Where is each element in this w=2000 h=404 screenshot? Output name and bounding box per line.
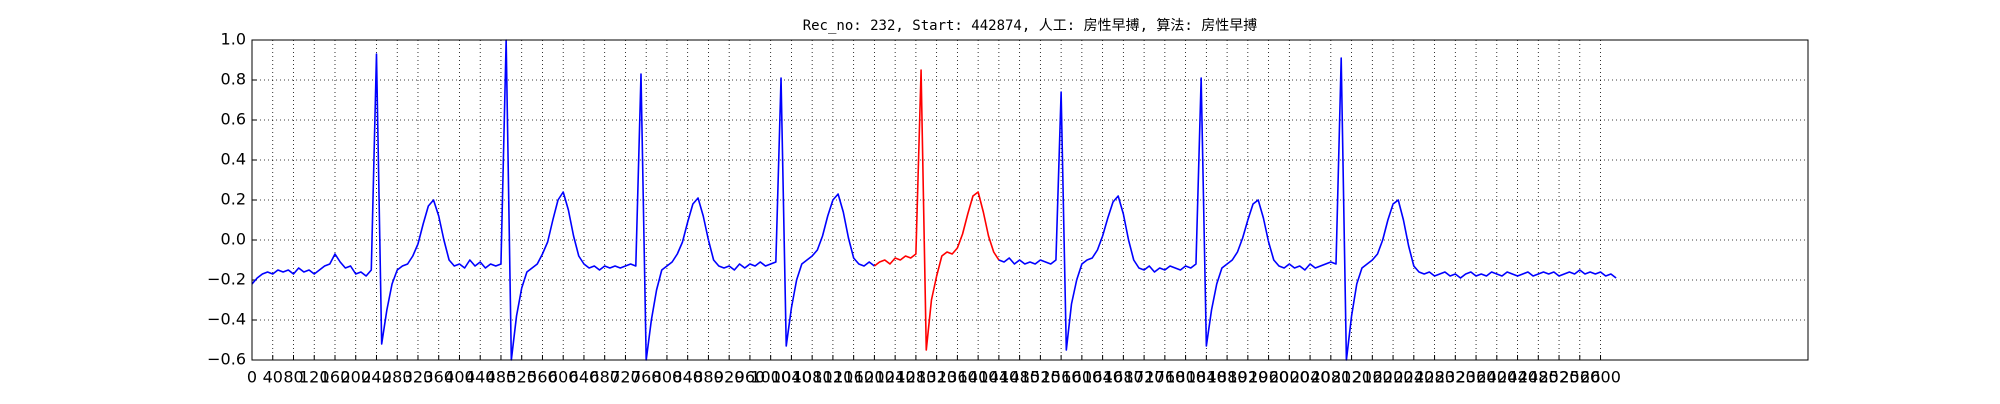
x-tick-label: 1160 xyxy=(833,368,874,387)
x-tick-label: 1040 xyxy=(771,368,812,387)
x-tick-label: 120 xyxy=(299,368,330,387)
x-tick-label: 0 xyxy=(247,368,257,387)
x-tick-label: 2280 xyxy=(1414,368,1455,387)
x-tick-label: 440 xyxy=(465,368,496,387)
y-tick-label: 0.2 xyxy=(221,190,246,209)
x-tick-label: 2040 xyxy=(1290,368,1331,387)
x-tick-label: 2480 xyxy=(1518,368,1559,387)
x-tick-label: 240 xyxy=(361,368,392,387)
x-tick-label: 1080 xyxy=(792,368,833,387)
x-tick-label: 1280 xyxy=(896,368,937,387)
x-tick-label: 280 xyxy=(382,368,413,387)
x-tick-label: 2120 xyxy=(1331,368,1372,387)
x-tick-label: 400 xyxy=(444,368,475,387)
y-tick-label: 0.4 xyxy=(221,150,246,169)
x-tick-label: 2000 xyxy=(1269,368,1310,387)
x-tick-label: 2200 xyxy=(1373,368,1414,387)
y-tick-label: 1.0 xyxy=(221,30,246,49)
x-tick-label: 1880 xyxy=(1207,368,1248,387)
x-tick-label: 1760 xyxy=(1144,368,1185,387)
x-tick-label: 2160 xyxy=(1352,368,1393,387)
x-tick-label: 1920 xyxy=(1227,368,1268,387)
ecg-line xyxy=(251,39,1617,361)
y-tick-label: −0.4 xyxy=(207,310,246,329)
y-tick-label: −0.6 xyxy=(207,350,246,369)
x-tick-label: 1480 xyxy=(999,368,1040,387)
x-tick-label: 40 xyxy=(263,368,283,387)
x-tick-label: 1960 xyxy=(1248,368,1289,387)
x-tick-label: 80 xyxy=(283,368,303,387)
x-tick-label: 800 xyxy=(652,368,683,387)
x-tick-label: 680 xyxy=(589,368,620,387)
x-tick-label: 1800 xyxy=(1165,368,1206,387)
y-tick-label: 0.0 xyxy=(221,230,246,249)
x-tick-label: 1000 xyxy=(750,368,791,387)
plot-frame xyxy=(251,39,1809,361)
x-tick-label: 1720 xyxy=(1124,368,1165,387)
x-tick-label: 560 xyxy=(527,368,558,387)
x-tick-label: 2080 xyxy=(1310,368,1351,387)
y-tick-label: −0.2 xyxy=(207,270,246,289)
x-tick-label: 1640 xyxy=(1082,368,1123,387)
x-tick-label: 960 xyxy=(735,368,766,387)
x-tick-label: 480 xyxy=(486,368,517,387)
x-tick-label: 1680 xyxy=(1103,368,1144,387)
x-tick-label: 840 xyxy=(672,368,703,387)
x-tick-label: 1120 xyxy=(813,368,854,387)
x-tick-label: 2400 xyxy=(1476,368,1517,387)
y-tick-label: 0.8 xyxy=(221,70,246,89)
chart-title: Rec_no: 232, Start: 442874, 人工: 房性早搏, 算法… xyxy=(803,17,1258,34)
x-tick-label: 320 xyxy=(403,368,434,387)
x-tick-label: 760 xyxy=(631,368,662,387)
x-tick-label: 2440 xyxy=(1497,368,1538,387)
x-tick-label: 1200 xyxy=(854,368,895,387)
x-tick-label: 1440 xyxy=(979,368,1020,387)
x-tick-label: 360 xyxy=(423,368,454,387)
x-tick-label: 1240 xyxy=(875,368,916,387)
x-tick-label: 2600 xyxy=(1580,368,1621,387)
x-tick-label: 880 xyxy=(693,368,724,387)
x-tick-label: 600 xyxy=(548,368,579,387)
x-tick-label: 1560 xyxy=(1041,368,1082,387)
x-tick-label: 1400 xyxy=(958,368,999,387)
x-tick-label: 160 xyxy=(320,368,351,387)
x-tick-label: 720 xyxy=(610,368,641,387)
ecg-line xyxy=(873,69,1000,351)
x-tick-label: 1840 xyxy=(1186,368,1227,387)
x-tick-label: 2240 xyxy=(1393,368,1434,387)
x-tick-label: 1600 xyxy=(1062,368,1103,387)
x-tick-label: 2520 xyxy=(1539,368,1580,387)
x-tick-label: 920 xyxy=(714,368,745,387)
x-tick-label: 1320 xyxy=(916,368,957,387)
x-tick-label: 2560 xyxy=(1559,368,1600,387)
x-tick-label: 2360 xyxy=(1456,368,1497,387)
x-tick-label: 200 xyxy=(340,368,371,387)
x-tick-label: 1520 xyxy=(1020,368,1061,387)
x-tick-label: 520 xyxy=(506,368,537,387)
x-tick-label: 1360 xyxy=(937,368,978,387)
y-tick-label: 0.6 xyxy=(221,110,246,129)
x-tick-label: 640 xyxy=(569,368,600,387)
x-tick-label: 2320 xyxy=(1435,368,1476,387)
